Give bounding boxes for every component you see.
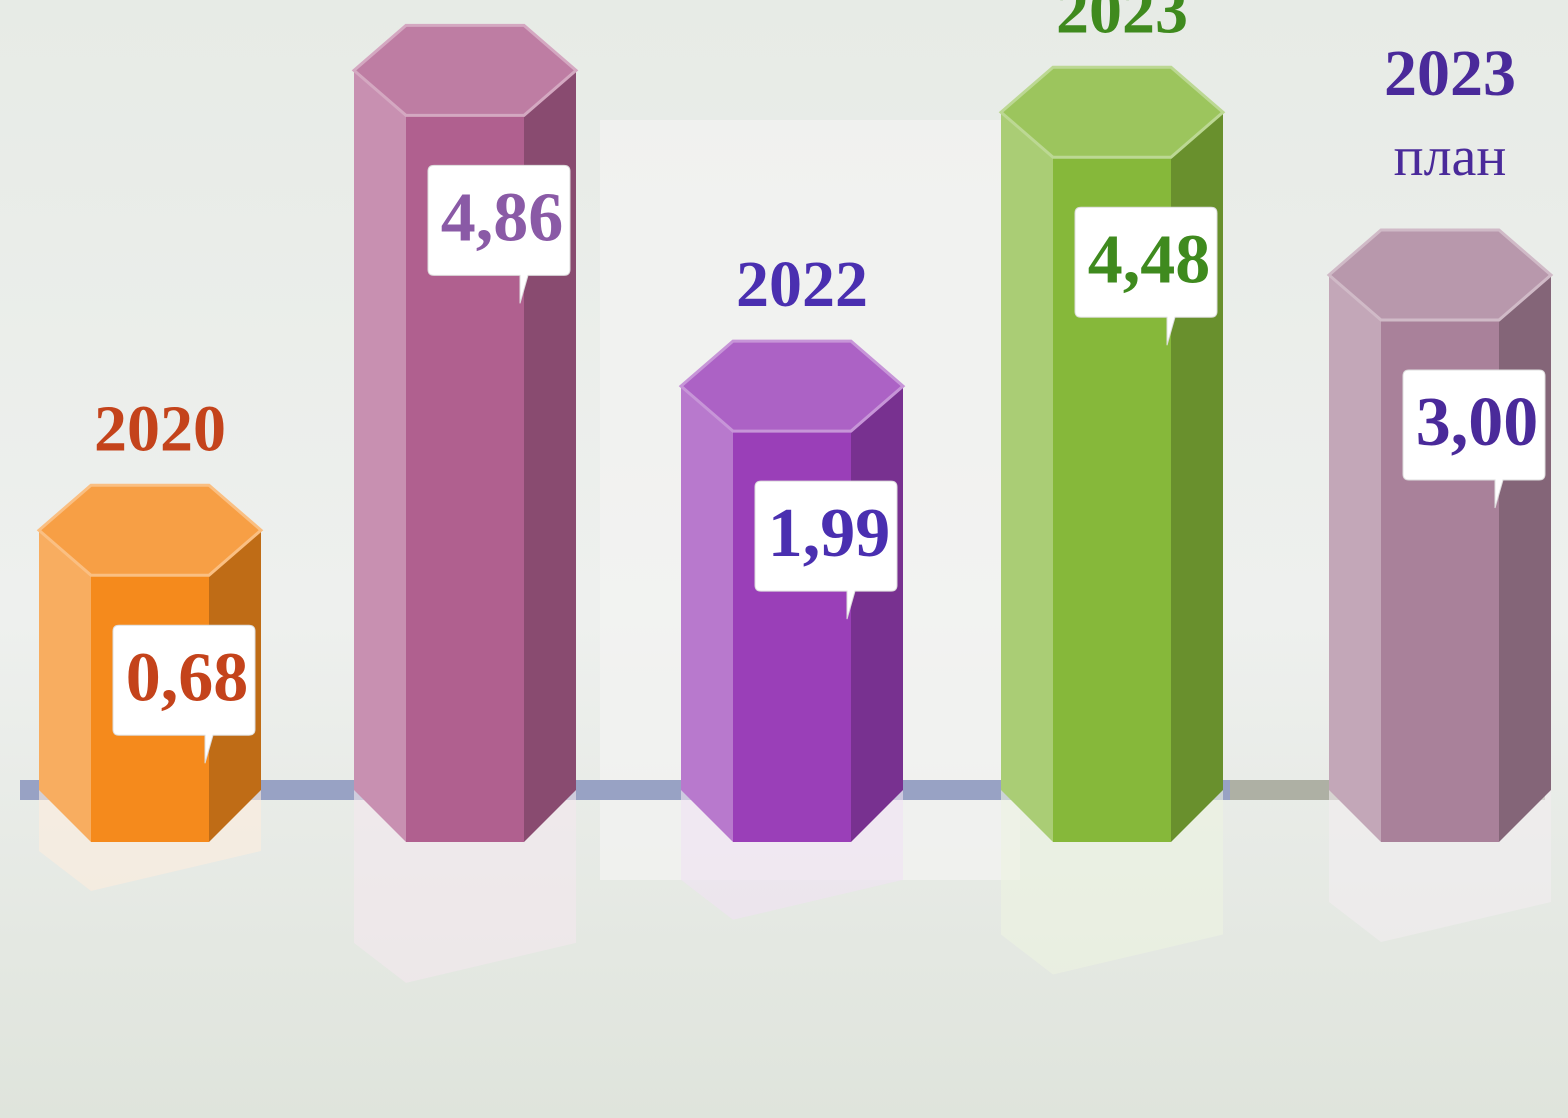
bar-right-face <box>851 386 903 842</box>
bar <box>354 25 576 842</box>
value-label: 4,48 <box>1088 221 1211 298</box>
value-label: 3,00 <box>1416 384 1539 461</box>
bar-left-face <box>1001 112 1053 842</box>
page: 0,68 2020 4,86 2021 1,99 2022 4,48 2023 3,00 2023… <box>0 0 1568 1118</box>
category-label: 2023 <box>1384 37 1516 110</box>
value-label: 1,99 <box>768 495 891 572</box>
bar <box>1001 67 1223 842</box>
bar-left-face <box>1329 275 1381 842</box>
bar-left-face <box>39 530 91 842</box>
category-label: 2020 <box>94 392 226 465</box>
category-label: 2022 <box>736 248 868 321</box>
value-label: 0,68 <box>126 639 249 716</box>
chart: 0,68 2020 4,86 2021 1,99 2022 4,48 2023 3,00 2023… <box>0 0 1568 1118</box>
value-label: 4,86 <box>441 179 564 256</box>
bar-left-face <box>681 386 733 842</box>
bar <box>1329 230 1551 842</box>
category-note: план <box>1394 126 1507 188</box>
bar-right-face <box>1499 275 1551 842</box>
category-label: 2021 <box>409 0 541 6</box>
bar-left-face <box>354 70 406 842</box>
category-label: 2023 <box>1056 0 1188 47</box>
